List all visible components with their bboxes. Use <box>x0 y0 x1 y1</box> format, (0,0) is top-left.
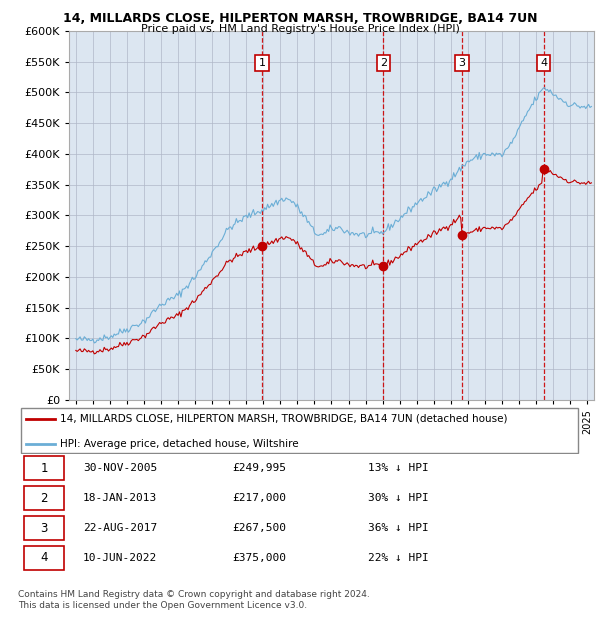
Text: HPI: Average price, detached house, Wiltshire: HPI: Average price, detached house, Wilt… <box>60 438 299 449</box>
Text: 1: 1 <box>259 58 265 68</box>
Text: 1: 1 <box>40 462 47 475</box>
Text: 30% ↓ HPI: 30% ↓ HPI <box>368 493 428 503</box>
Text: £249,995: £249,995 <box>232 463 286 473</box>
Text: £217,000: £217,000 <box>232 493 286 503</box>
Text: 2: 2 <box>40 492 47 505</box>
Text: 30-NOV-2005: 30-NOV-2005 <box>83 463 157 473</box>
FancyBboxPatch shape <box>23 456 64 480</box>
Text: £375,000: £375,000 <box>232 553 286 563</box>
Text: 14, MILLARDS CLOSE, HILPERTON MARSH, TROWBRIDGE, BA14 7UN: 14, MILLARDS CLOSE, HILPERTON MARSH, TRO… <box>63 12 537 25</box>
Text: 22% ↓ HPI: 22% ↓ HPI <box>368 553 428 563</box>
FancyBboxPatch shape <box>23 516 64 540</box>
Text: 4: 4 <box>540 58 547 68</box>
Text: 36% ↓ HPI: 36% ↓ HPI <box>368 523 428 533</box>
FancyBboxPatch shape <box>21 408 578 453</box>
Text: 3: 3 <box>40 521 47 534</box>
FancyBboxPatch shape <box>23 546 64 570</box>
Text: Price paid vs. HM Land Registry's House Price Index (HPI): Price paid vs. HM Land Registry's House … <box>140 24 460 33</box>
Text: 4: 4 <box>40 551 47 564</box>
Text: 22-AUG-2017: 22-AUG-2017 <box>83 523 157 533</box>
Text: £267,500: £267,500 <box>232 523 286 533</box>
Text: 14, MILLARDS CLOSE, HILPERTON MARSH, TROWBRIDGE, BA14 7UN (detached house): 14, MILLARDS CLOSE, HILPERTON MARSH, TRO… <box>60 414 508 424</box>
Text: 18-JAN-2013: 18-JAN-2013 <box>83 493 157 503</box>
Text: 3: 3 <box>458 58 465 68</box>
Text: 10-JUN-2022: 10-JUN-2022 <box>83 553 157 563</box>
Text: Contains HM Land Registry data © Crown copyright and database right 2024.
This d: Contains HM Land Registry data © Crown c… <box>18 590 370 609</box>
FancyBboxPatch shape <box>23 486 64 510</box>
Text: 13% ↓ HPI: 13% ↓ HPI <box>368 463 428 473</box>
Text: 2: 2 <box>380 58 387 68</box>
